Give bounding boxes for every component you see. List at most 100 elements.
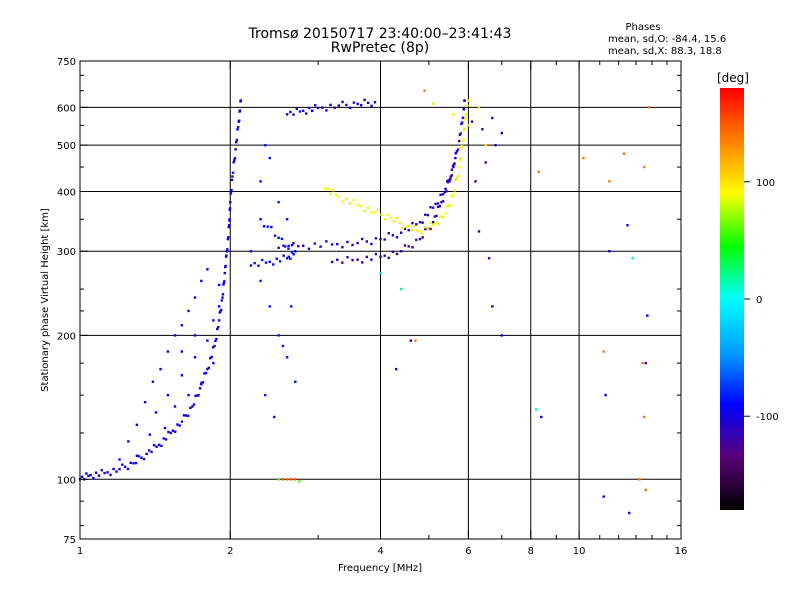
trace-point [348, 106, 352, 110]
trace-point [416, 229, 419, 232]
trace-point [226, 248, 229, 251]
trace-point [171, 429, 175, 432]
trace-point [449, 177, 452, 181]
trace-point [403, 227, 407, 231]
trace-point [434, 221, 437, 225]
trace-point [459, 157, 462, 160]
trace-point [363, 209, 366, 213]
trace-point [431, 221, 435, 224]
trace-point [210, 355, 213, 359]
scatter-point [500, 131, 504, 135]
scatter-point [148, 433, 152, 436]
scatter-point [151, 380, 155, 383]
data-points [78, 89, 651, 515]
scatter-point [281, 478, 285, 481]
trace-point [109, 473, 112, 477]
trace-point [257, 264, 260, 267]
trace-point [466, 99, 469, 102]
scatter-point [285, 218, 289, 221]
scatter-point [290, 305, 293, 308]
trace-point [462, 107, 466, 111]
scatter-point [537, 170, 540, 173]
trace-point [465, 113, 468, 116]
trace-point [236, 128, 239, 131]
trace-point [278, 260, 282, 263]
trace-point [232, 161, 235, 164]
trace-point [289, 110, 292, 114]
trace-point [377, 208, 380, 212]
scatter-point [180, 324, 184, 327]
trace-point [407, 228, 410, 232]
scatter-point [163, 426, 167, 430]
scatter-point [477, 106, 481, 109]
trace-point [295, 107, 298, 111]
trace-point [118, 467, 121, 471]
scatter-point [534, 408, 538, 411]
scatter-point [206, 268, 209, 271]
scatter-point [259, 180, 262, 183]
trace-point [234, 148, 237, 151]
scatter-point [414, 339, 417, 342]
scatter-point [285, 356, 289, 359]
scatter-point [200, 279, 203, 283]
scatter-point [277, 334, 280, 337]
trace-point [197, 394, 200, 397]
scatter-point [379, 271, 382, 275]
trace-point [370, 104, 373, 108]
trace-point [270, 225, 273, 229]
trace-point [184, 414, 188, 417]
x-tick-label: 2 [227, 546, 233, 557]
colorbar-tick-label: 100 [756, 178, 775, 189]
trace-point [386, 214, 390, 217]
scatter-point [281, 344, 285, 348]
trace-point [319, 245, 322, 248]
trace-point [307, 106, 311, 110]
trace-point [374, 252, 378, 256]
trace-point [123, 465, 127, 469]
trace-point [410, 228, 413, 232]
trace-point [290, 244, 294, 247]
trace-point [329, 103, 332, 107]
y-tick-label: 100 [57, 475, 76, 486]
trace-point [227, 225, 230, 229]
trace-point [233, 159, 236, 162]
scatter-point [394, 367, 398, 371]
scatter-point [173, 334, 177, 337]
trace-point [401, 226, 405, 230]
trace-point [176, 423, 179, 426]
trace-point [336, 242, 339, 246]
trace-point [399, 250, 403, 253]
scatter-point [180, 374, 184, 377]
trace-point [294, 250, 297, 253]
trace-point [404, 225, 408, 228]
trace-point [346, 256, 349, 259]
trace-point [226, 237, 230, 241]
trace-point [464, 116, 467, 120]
trace-point [87, 474, 90, 478]
trace-point [337, 195, 341, 198]
trace-point [359, 205, 363, 208]
scatter-point [646, 314, 649, 317]
trace-point [452, 163, 456, 166]
scatter-point [628, 511, 631, 515]
scatter-point [217, 283, 221, 287]
trace-point [214, 339, 217, 343]
trace-point [356, 241, 359, 245]
trace-point [310, 109, 314, 112]
trace-point [217, 319, 221, 322]
scatter-point [294, 478, 297, 481]
chart-title: Tromsø 20150717 23:40:00–23:41:43 [248, 26, 512, 42]
trace-point [97, 474, 101, 477]
trace-point [236, 125, 240, 129]
trace-point [218, 311, 222, 314]
scatter-point [127, 440, 130, 443]
trace-point [221, 296, 224, 299]
trace-point [268, 260, 271, 264]
trace-point [439, 215, 442, 218]
scatter-point [268, 156, 271, 160]
scatter-point [647, 106, 651, 109]
trace-point [219, 310, 222, 313]
trace-point [373, 211, 377, 214]
trace-point [436, 222, 440, 226]
x-tick-label: 6 [465, 546, 471, 557]
